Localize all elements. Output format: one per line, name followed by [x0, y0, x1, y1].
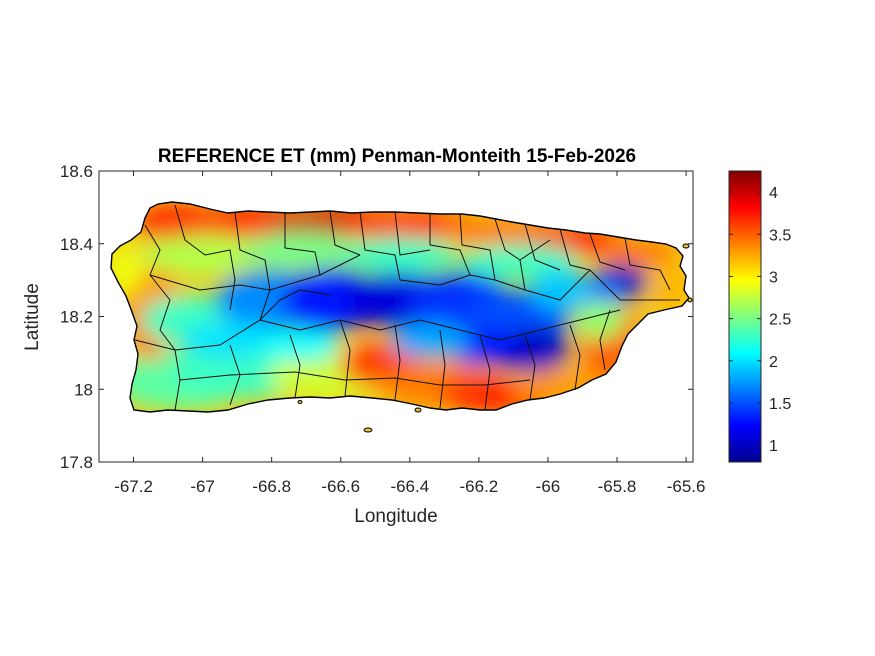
et-patch — [140, 235, 260, 275]
chart-title: REFERENCE ET (mm) Penman-Monteith 15-Feb… — [158, 146, 636, 167]
municipality-boundary — [589, 269, 680, 301]
x-tick-label: -66 — [536, 477, 561, 496]
x-tick-label: -65.6 — [667, 477, 706, 496]
y-axis: 17.8 18 18.2 18.4 18.6 — [60, 162, 693, 472]
municipality-boundary — [329, 210, 361, 256]
colorbar-tick-label: 3 — [769, 269, 778, 286]
municipality-boundary — [569, 324, 581, 391]
colorbar-tick-label: 1 — [769, 438, 778, 455]
municipality-boundary — [589, 233, 626, 271]
municipality-boundary — [399, 269, 591, 301]
y-tick-label: 18 — [74, 380, 93, 399]
et-patch — [600, 238, 680, 266]
islet — [414, 407, 422, 413]
municipality-boundary — [459, 213, 496, 281]
municipality-boundary — [519, 239, 551, 261]
colorbar-tick-label: 3.5 — [769, 227, 791, 244]
x-tick-label: -66.4 — [390, 477, 429, 496]
y-tick-label: 18.2 — [60, 308, 93, 327]
x-tick-label: -66.8 — [252, 477, 291, 496]
colorbar-ticks: 1 1.5 2 2.5 3 3.5 4 — [729, 185, 791, 455]
colorbar-tick-label: 2.5 — [769, 312, 791, 329]
islet — [682, 243, 690, 249]
et-patch — [575, 300, 625, 340]
y-tick-label: 18.4 — [60, 235, 93, 254]
y-tick-label: 18.6 — [60, 162, 93, 181]
municipality-boundary — [259, 289, 331, 321]
municipality-boundary — [179, 371, 531, 386]
municipality-boundary — [149, 254, 361, 291]
et-patch — [260, 329, 340, 361]
x-axis-label: Longitude — [354, 506, 437, 527]
municipality-boundary — [284, 213, 321, 276]
colorbar-tick-label: 2 — [769, 354, 778, 371]
municipality-boundary — [339, 319, 351, 397]
municipality-boundary — [289, 334, 301, 399]
municipality-boundary — [599, 309, 611, 371]
municipality-boundary — [524, 223, 561, 271]
colorbar-tick-label: 4 — [769, 185, 778, 202]
x-tick-label: -66.2 — [460, 477, 499, 496]
municipality-boundary — [134, 319, 341, 351]
municipality-boundary — [439, 329, 446, 409]
offshore-islets — [297, 243, 693, 433]
municipality-boundary — [234, 211, 271, 321]
colorbar — [728, 170, 762, 463]
et-patch — [135, 204, 215, 240]
x-tick-label: -65.8 — [598, 477, 637, 496]
municipality-boundary — [359, 211, 401, 281]
municipality-boundaries — [134, 204, 680, 411]
x-axis: -67.2 -67 -66.8 -66.6 -66.4 -66.2 -66 -65.8 -65.… — [114, 171, 705, 496]
municipality-boundary — [144, 224, 176, 351]
municipality-boundary — [394, 211, 431, 256]
colorbar-tick-label: 1.5 — [769, 396, 791, 413]
x-tick-label: -67.2 — [114, 477, 153, 496]
municipality-boundary — [394, 324, 401, 401]
municipality-boundary — [174, 204, 236, 311]
et-heatmap — [111, 202, 689, 412]
x-tick-label: -67 — [190, 477, 215, 496]
municipality-boundary — [479, 334, 491, 411]
et-patch — [390, 322, 470, 358]
municipality-boundary — [559, 228, 591, 271]
x-tick-label: -66.6 — [321, 477, 360, 496]
islet — [687, 297, 693, 303]
et-patch — [530, 270, 590, 310]
islet — [297, 400, 303, 404]
municipality-boundary — [524, 334, 536, 401]
municipality-boundary — [429, 213, 471, 276]
y-axis-label: Latitude — [22, 283, 43, 351]
island-coastline — [110, 201, 690, 413]
municipality-boundary — [494, 218, 526, 291]
et-patch — [180, 322, 280, 358]
y-tick-label: 17.8 — [60, 453, 93, 472]
islet — [363, 427, 373, 433]
municipality-boundary — [624, 237, 671, 291]
